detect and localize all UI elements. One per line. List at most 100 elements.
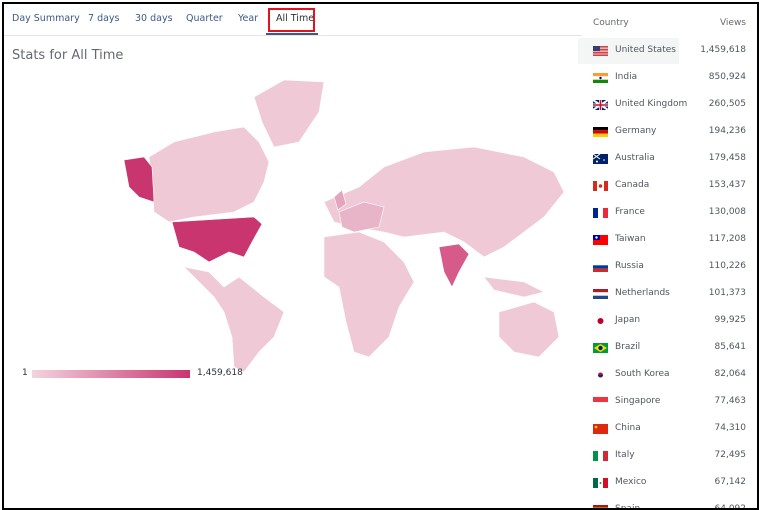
- table-row[interactable]: Brazil 85,641: [578, 335, 757, 361]
- table-row[interactable]: Germany 194,236: [578, 119, 757, 145]
- country-name: Japan: [615, 315, 641, 325]
- flag-es-icon: [593, 505, 608, 508]
- flag-au-icon: [593, 154, 608, 164]
- country-views: 82,064: [714, 369, 747, 379]
- region-alaska: [123, 156, 155, 203]
- country-name: France: [615, 207, 645, 217]
- tab-all-time[interactable]: All Time: [276, 13, 315, 24]
- country-views: 153,437: [708, 180, 746, 190]
- country-views: 77,463: [714, 396, 747, 406]
- region-africa: [323, 231, 415, 358]
- column-header-country: Country: [593, 18, 629, 28]
- country-name: Italy: [615, 450, 635, 460]
- flag-mx-icon: [593, 478, 608, 488]
- flag-cn-icon: [593, 424, 608, 434]
- region-latam: [183, 266, 285, 372]
- country-name: South Korea: [615, 369, 670, 379]
- table-row[interactable]: France 130,008: [578, 200, 757, 226]
- tab-7-days[interactable]: 7 days: [88, 13, 120, 24]
- country-name: Mexico: [615, 477, 647, 487]
- tab-day-summary[interactable]: Day Summary: [12, 13, 80, 24]
- country-name: Australia: [615, 153, 655, 163]
- flag-tw-icon: [593, 235, 608, 245]
- region-australia: [498, 301, 560, 358]
- region-uk: [333, 189, 347, 211]
- country-table: Country Views United States 1,459,618 Indi…: [578, 4, 757, 510]
- region-greenland: [253, 79, 325, 148]
- flag-sg-icon: [593, 397, 608, 407]
- country-views: 64,092: [714, 504, 747, 510]
- country-views: 260,505: [708, 99, 746, 109]
- country-views: 74,310: [714, 423, 747, 433]
- tab-30-days[interactable]: 30 days: [135, 13, 173, 24]
- world-map[interactable]: [84, 72, 584, 372]
- table-row[interactable]: Spain 64,092: [578, 497, 757, 510]
- flag-ca-icon: [593, 181, 608, 191]
- region-canada: [148, 126, 270, 223]
- country-name: United States: [615, 45, 676, 55]
- table-row[interactable]: Japan 99,925: [578, 308, 757, 334]
- table-row[interactable]: Canada 153,437: [578, 173, 757, 199]
- country-name: India: [615, 72, 638, 82]
- legend-min: 1: [22, 368, 28, 378]
- column-header-views: Views: [719, 18, 746, 28]
- country-name: Brazil: [615, 342, 641, 352]
- country-views: 117,208: [708, 234, 746, 244]
- page-title: Stats for All Time: [12, 48, 124, 63]
- flag-de-icon: [593, 127, 608, 137]
- table-row[interactable]: China 74,310: [578, 416, 757, 442]
- country-views: 130,008: [708, 207, 746, 217]
- country-views: 99,925: [714, 315, 747, 325]
- flag-gb-icon: [593, 100, 608, 110]
- country-views: 850,924: [708, 72, 746, 82]
- flag-in-icon: [593, 73, 608, 83]
- country-views: 110,226: [708, 261, 746, 271]
- flag-kr-icon: [593, 370, 608, 380]
- country-views: 1,459,618: [700, 45, 746, 55]
- region-europe: [338, 201, 385, 233]
- tab-quarter[interactable]: Quarter: [186, 13, 223, 24]
- table-row[interactable]: South Korea 82,064: [578, 362, 757, 388]
- table-row[interactable]: Taiwan 117,208: [578, 227, 757, 253]
- country-name: China: [615, 423, 641, 433]
- country-name: Taiwan: [615, 234, 646, 244]
- flag-nl-icon: [593, 289, 608, 299]
- table-row[interactable]: United Kingdom 260,505: [578, 92, 757, 118]
- flag-br-icon: [593, 343, 608, 353]
- flag-it-icon: [593, 451, 608, 461]
- table-row[interactable]: Mexico 67,142: [578, 470, 757, 496]
- country-name: Canada: [615, 180, 650, 190]
- country-views: 85,641: [714, 342, 747, 352]
- region-indonesia: [483, 276, 545, 298]
- table-row[interactable]: Netherlands 101,373: [578, 281, 757, 307]
- highlight-box: [268, 8, 315, 32]
- legend-gradient: [32, 370, 190, 378]
- country-name: Spain: [615, 504, 641, 510]
- flag-fr-icon: [593, 208, 608, 218]
- table-row[interactable]: Italy 72,495: [578, 443, 757, 469]
- region-india: [438, 243, 470, 288]
- table-row[interactable]: Russia 110,226: [578, 254, 757, 280]
- country-name: Netherlands: [615, 288, 670, 298]
- country-views: 72,495: [714, 450, 747, 460]
- table-row[interactable]: India 850,924: [578, 65, 757, 91]
- country-views: 101,373: [708, 288, 746, 298]
- legend-max: 1,459,618: [197, 368, 243, 378]
- table-row[interactable]: Singapore 77,463: [578, 389, 757, 415]
- region-united-states: [171, 216, 263, 263]
- flag-us-icon: [593, 46, 608, 56]
- country-views: 179,458: [708, 153, 746, 163]
- country-views: 194,236: [708, 126, 746, 136]
- flag-jp-icon: [593, 316, 608, 326]
- flag-ru-icon: [593, 262, 608, 272]
- country-views: 67,142: [714, 477, 747, 487]
- active-tab-indicator: [266, 33, 318, 35]
- country-name: Russia: [615, 261, 644, 271]
- country-name: Singapore: [615, 396, 661, 406]
- table-row[interactable]: United States 1,459,618: [578, 38, 757, 64]
- table-row[interactable]: Australia 179,458: [578, 146, 757, 172]
- region-eurasia: [323, 146, 565, 258]
- country-name: Germany: [615, 126, 657, 136]
- tab-year[interactable]: Year: [238, 13, 259, 24]
